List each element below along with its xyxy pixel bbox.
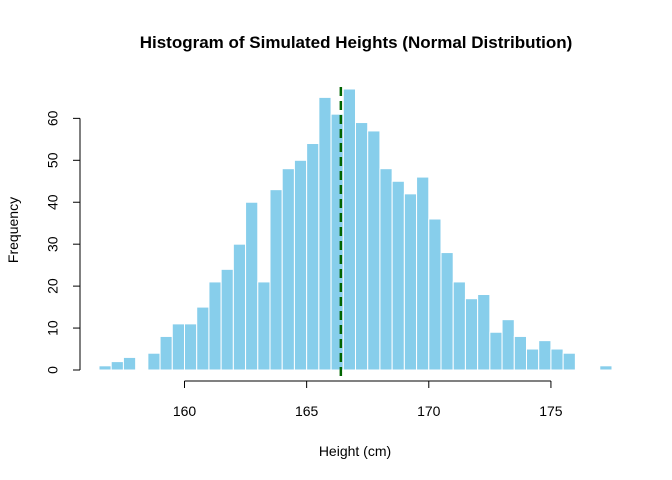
histogram-bar xyxy=(367,130,381,371)
x-tick-label: 175 xyxy=(539,403,563,419)
x-axis-label: Height (cm) xyxy=(319,443,391,459)
y-tick-label: 40 xyxy=(45,194,61,210)
y-tick-label: 0 xyxy=(45,366,61,374)
x-tick-label: 160 xyxy=(173,403,197,419)
histogram-bar xyxy=(220,268,234,371)
histogram-bar xyxy=(391,180,405,371)
histogram-bar xyxy=(428,218,442,371)
histogram-bar xyxy=(342,88,357,371)
histogram-bar xyxy=(159,335,173,371)
histogram-bar xyxy=(110,361,124,371)
histogram-bar xyxy=(196,306,210,371)
x-tick-label: 165 xyxy=(295,403,319,419)
histogram-bar xyxy=(440,252,454,371)
histogram-bar xyxy=(379,168,393,371)
histogram-bars xyxy=(98,88,613,371)
x-tick-label: 170 xyxy=(417,403,441,419)
histogram-bar xyxy=(464,298,479,371)
histogram-bar xyxy=(208,281,222,371)
x-axis: 160 165 170 175 xyxy=(173,380,563,419)
histogram-bar xyxy=(122,356,137,371)
y-tick-label: 60 xyxy=(45,110,61,126)
histogram-bar xyxy=(269,189,283,371)
histogram-bar xyxy=(293,159,308,371)
histogram-bar xyxy=(562,352,576,371)
histogram-bar xyxy=(526,348,540,371)
y-axis-label: Frequency xyxy=(5,197,21,263)
histogram-bar xyxy=(281,168,295,371)
y-tick-label: 30 xyxy=(45,236,61,252)
histogram-bar xyxy=(98,365,112,371)
histogram-bar xyxy=(232,243,247,371)
y-tick-label: 10 xyxy=(45,320,61,336)
y-tick-label: 50 xyxy=(45,152,61,168)
histogram-bar xyxy=(513,335,527,371)
histogram-bar xyxy=(452,281,466,371)
histogram-bar xyxy=(403,193,418,371)
histogram-bar xyxy=(171,323,185,371)
histogram-bar xyxy=(477,294,491,371)
histogram-bar xyxy=(306,143,320,371)
histogram-bar xyxy=(355,122,369,371)
histogram-bar xyxy=(184,323,198,371)
histogram-bar xyxy=(550,348,564,371)
histogram-bar xyxy=(489,331,503,371)
histogram-bar xyxy=(501,319,515,371)
chart-title: Histogram of Simulated Heights (Normal D… xyxy=(140,33,573,52)
histogram-bar xyxy=(245,201,259,371)
histogram-bar xyxy=(599,365,613,371)
histogram-bar xyxy=(257,281,271,371)
histogram-bar xyxy=(538,340,552,371)
histogram-bar xyxy=(318,96,332,371)
histogram-bar xyxy=(416,176,430,371)
y-axis: 0 10 20 30 40 50 60 xyxy=(45,110,81,374)
histogram-bar xyxy=(147,352,161,371)
y-tick-label: 20 xyxy=(45,278,61,294)
